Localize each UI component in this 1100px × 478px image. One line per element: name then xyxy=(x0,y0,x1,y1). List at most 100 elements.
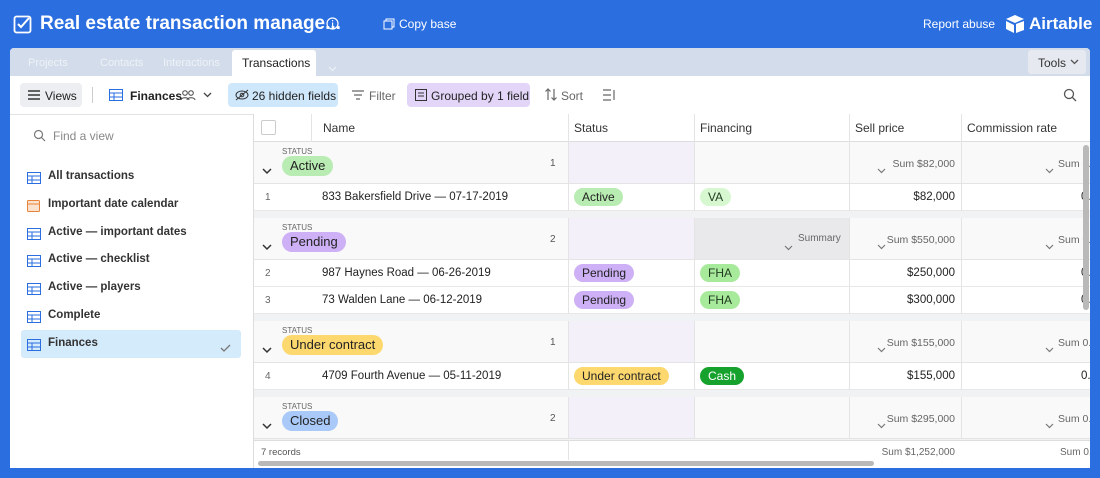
grid-icon xyxy=(27,254,41,272)
view-search[interactable]: Find a view xyxy=(53,129,114,143)
column-border xyxy=(961,218,962,259)
column-border xyxy=(694,397,695,438)
select-all[interactable] xyxy=(261,120,276,135)
group-count: 2 xyxy=(550,234,556,245)
view-item[interactable]: Finances xyxy=(48,336,98,349)
group-sell-sum: Sum $295,000 xyxy=(886,413,955,425)
column-header[interactable]: Financing xyxy=(700,121,753,135)
group-status-cell xyxy=(568,321,694,362)
column-header[interactable]: Name xyxy=(323,121,356,135)
search-icon[interactable] xyxy=(1063,88,1077,102)
summary-hint[interactable]: Summary xyxy=(798,233,841,244)
hidden-fields[interactable]: 26 hidden fields xyxy=(252,89,337,103)
row-height-icon[interactable] xyxy=(603,89,616,101)
collapse-chevron xyxy=(262,162,272,180)
column-header[interactable]: Status xyxy=(574,121,609,135)
summary-cell xyxy=(694,218,849,259)
views-label[interactable]: Views xyxy=(45,89,77,103)
sell-total: Sum $1,252,000 xyxy=(881,447,955,458)
group-commission-sum: Sum 0.0 xyxy=(1058,234,1090,246)
record-name[interactable]: 4709 Fourth Avenue — 05-11-2019 xyxy=(322,370,502,382)
grid-icon xyxy=(27,171,41,189)
record-row[interactable] xyxy=(254,363,1090,390)
tab[interactable]: Contacts xyxy=(100,57,144,69)
column-border xyxy=(961,142,962,183)
view-item[interactable]: Active — checklist xyxy=(48,253,150,266)
financing-pill: VA xyxy=(700,188,732,206)
view-item[interactable]: All transactions xyxy=(48,170,135,182)
grid-icon xyxy=(27,338,41,356)
filter[interactable]: Filter xyxy=(369,89,396,103)
chevron xyxy=(203,92,212,98)
column-header[interactable]: Sell price xyxy=(855,121,905,135)
tab[interactable]: Interactions xyxy=(163,57,220,69)
record-name[interactable]: 987 Haynes Road — 06-26-2019 xyxy=(322,267,491,279)
tools-label[interactable]: Tools xyxy=(1038,56,1067,70)
column-border xyxy=(961,363,962,390)
sell-price: $82,000 xyxy=(913,191,955,203)
v-scrollbar[interactable] xyxy=(1083,145,1089,310)
chevron xyxy=(877,416,886,434)
financing-pill: FHA xyxy=(700,264,740,282)
group-commission-sum: Sum 0.0 xyxy=(1058,337,1090,349)
record-row[interactable] xyxy=(254,287,1090,314)
record-name[interactable]: 833 Bakersfield Drive — 07-17-2019 xyxy=(322,191,509,203)
collapse-chevron xyxy=(262,417,272,435)
group-field: STATUS xyxy=(282,223,313,232)
copy-base[interactable]: Copy base xyxy=(399,17,457,31)
base-title: Real estate transaction manage... xyxy=(40,13,341,34)
commission-total: Sum 0.0 xyxy=(1060,447,1090,458)
record-name[interactable]: 73 Walden Lane — 06-12-2019 xyxy=(322,294,483,306)
view-item[interactable]: Active — important dates xyxy=(48,225,187,238)
tab-bar: Projects Contacts Interactions Transactions xyxy=(10,48,1090,76)
column-border xyxy=(961,287,962,314)
report-abuse[interactable]: Report abuse xyxy=(923,17,996,31)
calendar-icon xyxy=(27,199,40,217)
view-item[interactable]: Important date calendar xyxy=(48,197,179,210)
column-border xyxy=(694,218,695,259)
column-border xyxy=(568,260,569,287)
group-sell-sum: Sum $155,000 xyxy=(886,337,955,349)
info-icon[interactable] xyxy=(326,17,339,30)
column-border xyxy=(694,287,695,314)
column-border xyxy=(694,260,695,287)
collab-icon xyxy=(180,90,196,101)
column-border xyxy=(568,397,569,438)
group-button[interactable] xyxy=(407,83,530,107)
column-header[interactable]: Commission rate xyxy=(967,121,1058,135)
h-scrollbar[interactable] xyxy=(258,461,874,466)
selected-view[interactable] xyxy=(21,329,241,358)
grid-icon xyxy=(27,227,41,245)
tab-menu-chevron xyxy=(328,59,337,77)
tab[interactable]: Projects xyxy=(28,57,68,69)
sort[interactable]: Sort xyxy=(561,89,584,103)
brand-name: Airtable xyxy=(1029,14,1093,33)
collapse-chevron xyxy=(262,238,272,256)
view-item[interactable]: Complete xyxy=(48,309,101,321)
hidden-fields-button[interactable] xyxy=(228,83,338,107)
active-tab[interactable] xyxy=(232,50,316,76)
record-row[interactable] xyxy=(254,184,1090,211)
row-number: 1 xyxy=(265,192,271,203)
column-border xyxy=(849,184,850,211)
group-status-cell xyxy=(568,397,694,438)
column-border xyxy=(311,114,312,142)
group-count: 1 xyxy=(550,158,556,169)
column-border xyxy=(568,184,569,211)
view-name[interactable]: Finances xyxy=(130,89,183,103)
group-status-cell xyxy=(568,142,694,183)
filter-icon xyxy=(352,90,364,100)
column-border xyxy=(568,440,569,460)
column-border xyxy=(849,363,850,390)
grouped[interactable]: Grouped by 1 field xyxy=(431,89,530,103)
view-item[interactable]: Active — players xyxy=(48,281,141,294)
column-border xyxy=(961,260,962,287)
chevron xyxy=(1070,59,1079,65)
column-border xyxy=(961,184,962,211)
column-border xyxy=(694,184,695,211)
group-sell-sum: Sum $82,000 xyxy=(892,158,955,170)
record-row[interactable] xyxy=(254,260,1090,287)
grid-icon xyxy=(109,89,123,101)
chevron xyxy=(1045,161,1054,179)
tab[interactable]: Transactions xyxy=(242,56,311,70)
